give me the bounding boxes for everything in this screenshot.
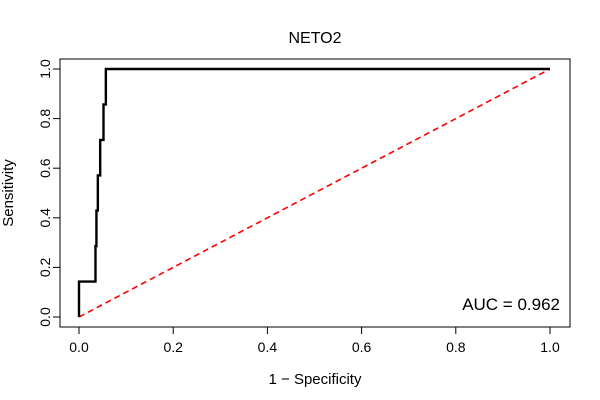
auc-annotation: AUC = 0.962	[462, 295, 560, 314]
x-axis-label: 1 − Specificity	[269, 371, 362, 388]
x-tick-label: 0.2	[163, 339, 183, 355]
y-tick-label: 0.4	[37, 208, 53, 228]
y-axis-label: Sensitivity	[0, 159, 17, 227]
x-tick-label: 0.4	[258, 339, 278, 355]
x-axis: 0.0 0.2 0.4 0.6 0.8 1.0	[69, 326, 560, 355]
y-tick-label: 0.0	[37, 307, 53, 327]
y-tick-label: 0.6	[37, 158, 53, 178]
reference-diagonal-line	[78, 68, 551, 318]
chart-title: NETO2	[288, 30, 341, 47]
series-layer	[77, 67, 551, 318]
y-tick-label: 0.2	[37, 257, 53, 277]
x-tick-label: 0.0	[69, 339, 89, 355]
x-tick-label: 1.0	[540, 339, 560, 355]
roc-curve-line	[77, 67, 550, 317]
x-tick-label: 0.8	[446, 339, 466, 355]
y-axis: 0.0 0.2 0.4 0.6 0.8 1.0	[37, 59, 61, 327]
y-tick-label: 0.8	[37, 109, 53, 129]
y-tick-label: 1.0	[37, 59, 53, 79]
x-tick-label: 0.6	[352, 339, 372, 355]
